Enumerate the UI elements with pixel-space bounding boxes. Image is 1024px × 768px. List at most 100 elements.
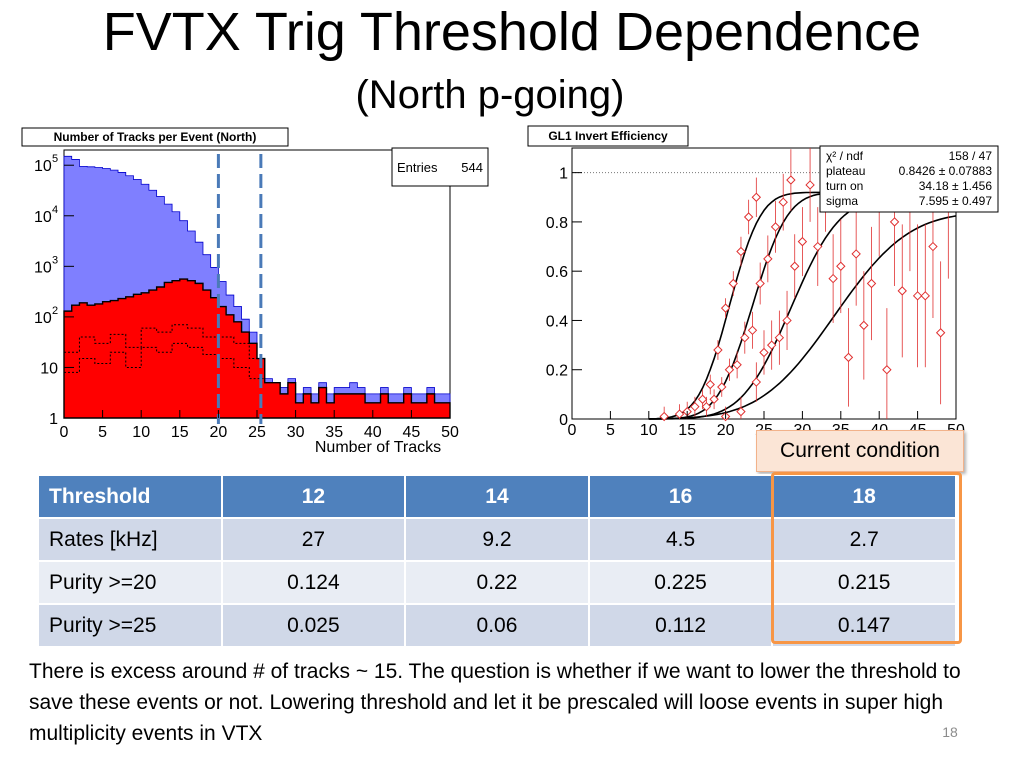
fit-parameter-value: 0.8426 ± 0.07883: [899, 164, 993, 178]
fit-parameter-value: 7.595 ± 0.497: [919, 194, 993, 208]
series-dotted-1: [64, 324, 265, 360]
x-tick-label: 40: [364, 424, 382, 441]
fit-parameter-label: turn on: [826, 179, 863, 193]
data-point: [790, 261, 800, 271]
y-tick-label-base: 10: [34, 310, 52, 327]
data-point: [782, 315, 792, 326]
data-point: [935, 328, 946, 338]
data-point: [859, 320, 869, 331]
chart-title: Number of Tracks per Event (North): [54, 130, 257, 144]
data-point: [751, 377, 762, 387]
x-tick-label: 5: [98, 424, 107, 441]
data-point: [836, 261, 846, 271]
current-condition-callout: Current condition: [756, 430, 964, 472]
table-cell: 0.06: [404, 603, 590, 648]
y-tick-label: 0.4: [546, 313, 568, 330]
data-point: [690, 401, 700, 412]
table-header-cell: Threshold: [37, 474, 223, 519]
data-point: [786, 175, 796, 185]
slide-note: There is excess around # of tracks ~ 15.…: [29, 660, 961, 745]
efficiency-chart: GL1 Invert Efficiency0510152025303540455…: [527, 125, 999, 439]
data-point: [717, 382, 727, 392]
fit-parameter-label: χ² / ndf: [826, 149, 864, 163]
x-axis-label: Number of Tracks: [315, 439, 441, 456]
data-point: [732, 360, 742, 370]
table-header-row: Threshold 12 14 16 18: [37, 474, 957, 519]
table-cell: 0.22: [404, 560, 590, 605]
y-tick-label-base: 10: [34, 209, 52, 226]
y-tick-label-exponent: 4: [52, 204, 58, 216]
data-point: [912, 291, 923, 301]
chart-title-box: [21, 127, 289, 147]
fit-parameter-label: plateau: [826, 164, 865, 178]
stats-box: [391, 147, 489, 187]
data-point: [813, 241, 823, 252]
table-row-label: Purity >=25: [37, 603, 223, 648]
x-tick-label: 25: [248, 424, 266, 441]
data-point: [889, 217, 900, 227]
x-tick-label: 30: [287, 424, 305, 441]
x-tick-label: 0: [60, 424, 69, 441]
data-point: [920, 291, 930, 301]
table-cell: 0.124: [220, 560, 407, 605]
table-row: Purity >=25 0.025 0.06 0.112 0.147: [37, 603, 957, 648]
x-tick-label: 50: [441, 424, 459, 441]
data-point: [759, 347, 769, 358]
y-tick-label-exponent: 3: [52, 254, 58, 266]
threshold-table: Threshold 12 14 16 18 Rates [kHz] 27 9.2…: [37, 474, 957, 648]
fit-parameter-value: 34.18 ± 1.456: [919, 179, 993, 193]
data-point: [701, 401, 712, 412]
data-point: [709, 394, 719, 404]
data-point: [755, 278, 765, 289]
table-cell: 27: [220, 517, 407, 562]
table-cell: 4.5: [587, 517, 774, 562]
data-point: [724, 365, 735, 375]
table-row-label: Purity >=20: [37, 560, 223, 605]
data-point: [751, 192, 762, 202]
data-point: [697, 394, 708, 404]
data-point: [778, 197, 788, 207]
table-row-label: Rates [kHz]: [37, 517, 223, 562]
data-point: [928, 241, 938, 252]
table-cell: 0.025: [220, 603, 407, 648]
data-point: [659, 411, 669, 422]
table-header-cell: 14: [404, 474, 590, 519]
data-point: [882, 365, 892, 375]
chart-title-box: [527, 125, 689, 147]
x-tick-label: 20: [210, 424, 228, 441]
data-point: [766, 340, 777, 350]
data-point: [828, 273, 838, 284]
slide-subtitle: (North p-going): [355, 73, 625, 117]
x-tick-label: 10: [132, 424, 150, 441]
x-tick-label: 0: [568, 422, 577, 439]
stats-label: Entries: [397, 160, 438, 175]
y-tick-label: 1: [49, 411, 58, 428]
x-tick-label: 45: [403, 424, 421, 441]
table-row: Rates [kHz] 27 9.2 4.5 2.7: [37, 517, 957, 562]
y-tick-label-exponent: 2: [52, 305, 58, 317]
y-tick-label: 0: [559, 412, 568, 429]
chart-title: GL1 Invert Efficiency: [548, 129, 668, 143]
series-red-histogram: [63, 278, 451, 419]
fit-parameter-value: 158 / 47: [949, 149, 993, 163]
current-condition-highlight: [771, 472, 962, 644]
y-tick-label: 0.8: [546, 215, 568, 232]
data-point: [736, 246, 746, 257]
data-point: [736, 406, 746, 417]
y-tick-label: 10: [40, 360, 58, 377]
data-point: [705, 379, 715, 390]
y-tick-label: 0.2: [546, 363, 568, 380]
y-tick-label-base: 10: [34, 259, 52, 276]
data-point: [720, 303, 731, 313]
table-cell: 0.215: [771, 560, 957, 605]
x-tick-label: 35: [325, 424, 343, 441]
table-header-cell: 12: [220, 474, 407, 519]
fit-parameters-box: [819, 145, 999, 213]
x-tick-label: 15: [678, 422, 696, 439]
stats-value: 544: [461, 160, 483, 175]
table-header-cell: 18: [771, 474, 957, 519]
y-tick-label: 1: [559, 166, 568, 183]
data-point: [713, 345, 723, 355]
page-number: 18: [942, 724, 958, 740]
data-point: [728, 278, 738, 289]
